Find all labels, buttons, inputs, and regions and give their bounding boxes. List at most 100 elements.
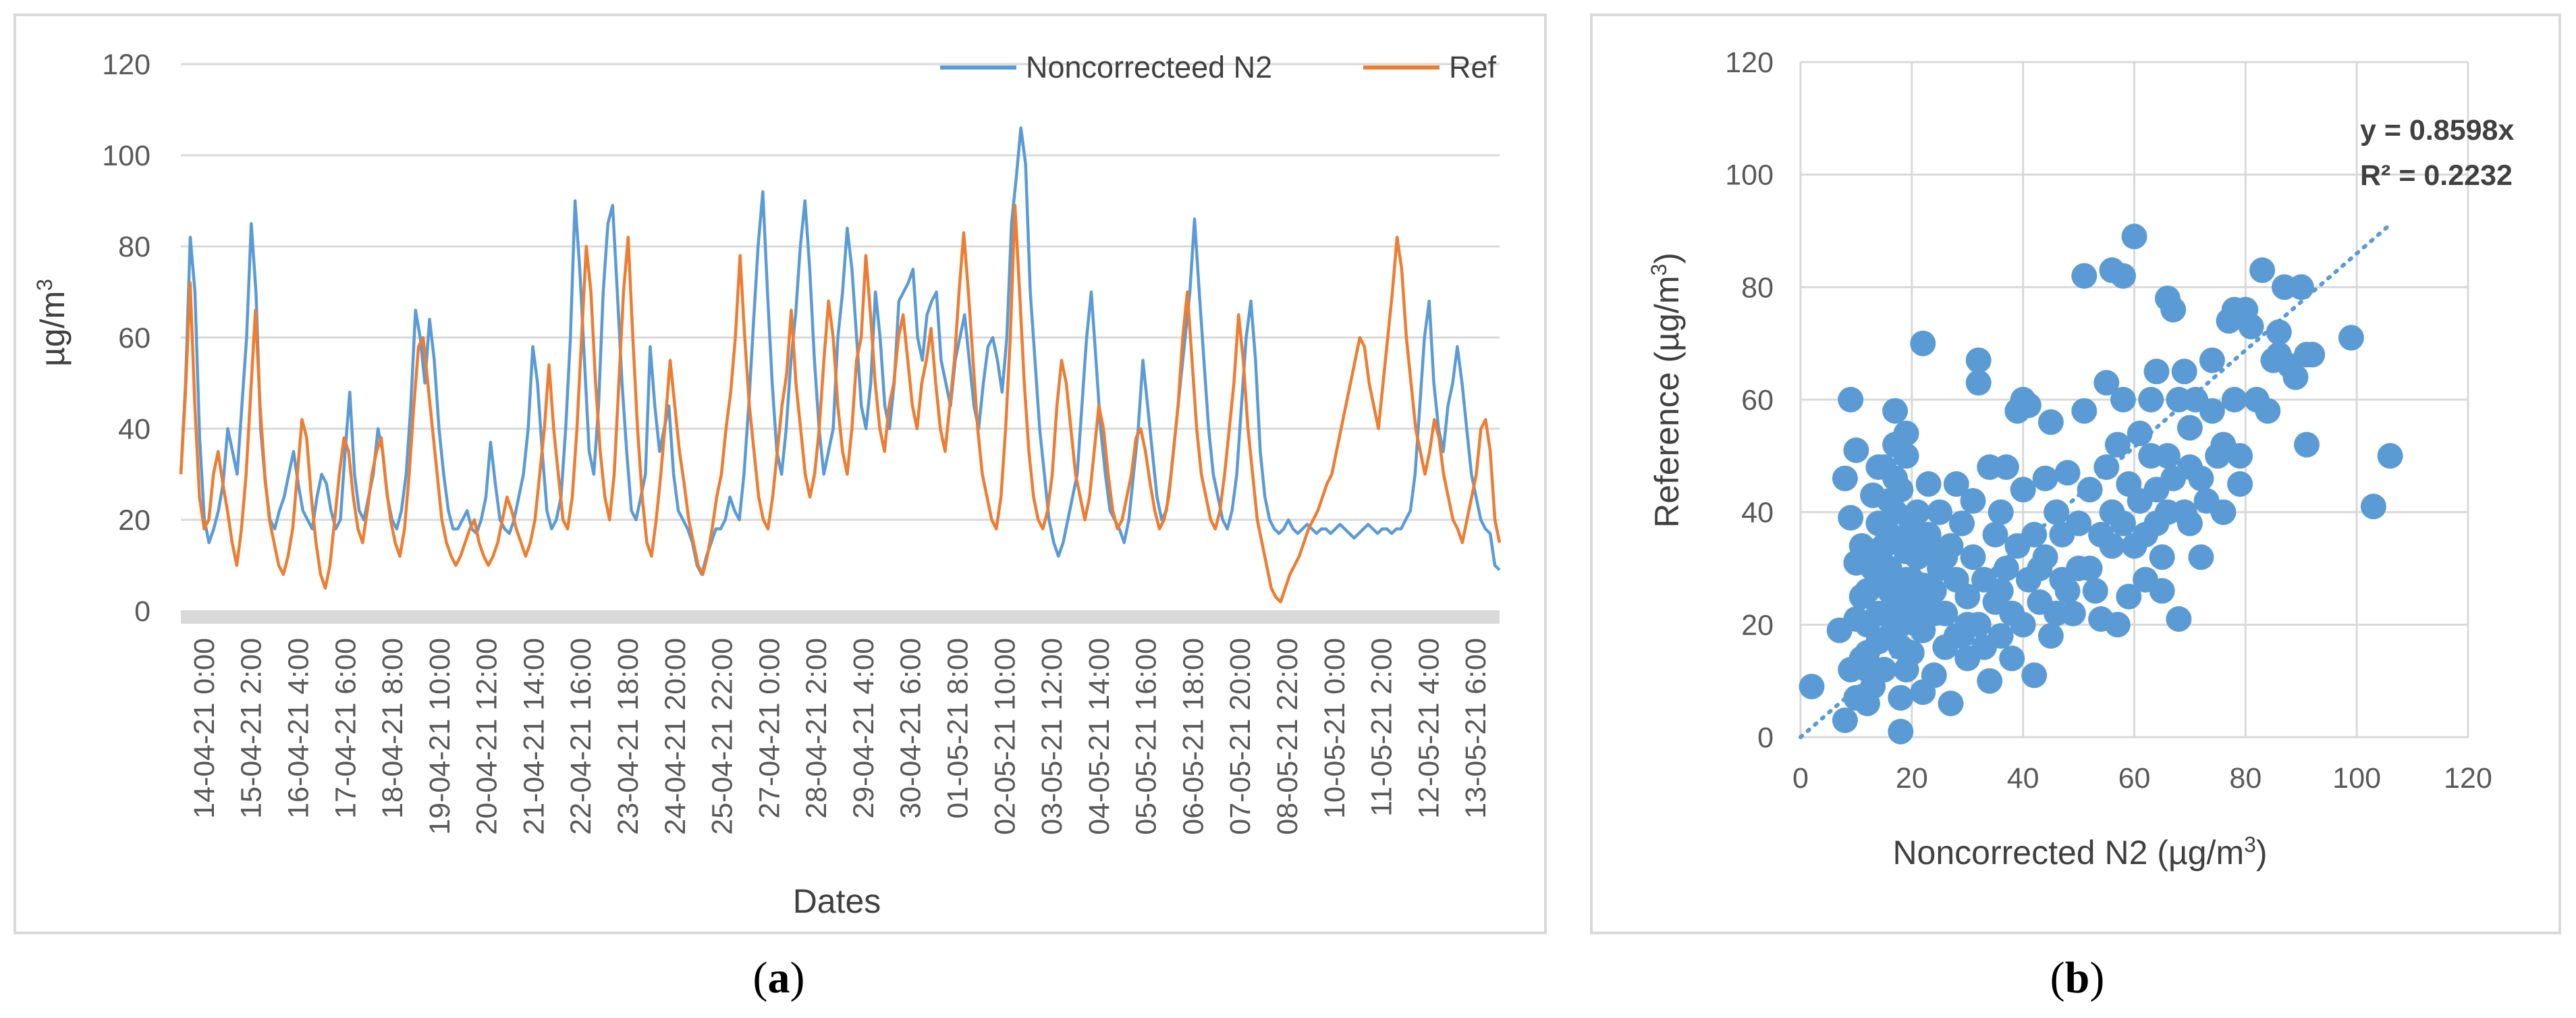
chart-b-y-tick-label: 40 (1741, 497, 1774, 529)
chart-b-point (1888, 718, 1914, 745)
chart-b-trend-equation: y = 0.8598x (2360, 114, 2514, 146)
chart-a-y-tick-label: 20 (118, 504, 150, 537)
chart-b-point (1904, 499, 1931, 525)
chart-b-point (2037, 409, 2064, 435)
chart-b-point (2110, 263, 2136, 289)
chart-b-point (1977, 668, 2003, 694)
chart-b-point (1865, 628, 1892, 655)
chart-b-point (1882, 398, 1909, 424)
chart-b-point (1960, 488, 1986, 514)
chart-b-point (2054, 578, 2081, 604)
chart-b-point (2360, 493, 2386, 520)
chart-b-point (1993, 454, 2019, 480)
chart-a-x-tick-label: 14-04-21 0:00 (188, 638, 221, 819)
chart-b-point (1832, 465, 1858, 491)
chart-b-point (2104, 431, 2131, 458)
chart-a-x-tick-label: 16-04-21 4:00 (283, 638, 315, 819)
chart-a-x-tick-label: 20-04-21 12:00 (471, 638, 503, 835)
chart-b-point (2255, 398, 2281, 424)
chart-a-x-tick-label: 28-04-21 2:00 (800, 638, 833, 819)
chart-b-point (1860, 482, 1886, 508)
chart-a-x-ticks: 14-04-21 0:00 15-04-21 2:00 16-04-21 4:00 1… (188, 638, 1492, 835)
chart-b-point (1965, 347, 1992, 373)
chart-b-x-tick-label: 100 (2332, 762, 2381, 795)
chart-b-x-tick-label: 0 (1792, 762, 1809, 795)
chart-b-x-tick-label: 40 (2007, 762, 2039, 795)
chart-b-x-tick-label: 20 (1896, 762, 1928, 795)
chart-a-x-tick-label: 24-04-21 20:00 (659, 638, 692, 835)
chart-b-x-tick-label: 60 (2118, 762, 2151, 795)
chart-a-series-line-noncorrected (179, 126, 1501, 577)
chart-b-point (1893, 421, 1919, 446)
chart-a-y-tick-label: 120 (102, 49, 150, 81)
chart-b-y-axis-label: Reference (µg/m3) (1647, 252, 1686, 528)
chart-a-series (179, 126, 1502, 604)
chart-a-x-tick-label: 06-05-21 18:00 (1177, 638, 1209, 835)
chart-a-x-tick-label: 02-05-21 10:00 (989, 638, 1021, 835)
chart-b-point (2110, 387, 2136, 412)
chart-b-point (2149, 578, 2175, 604)
chart-b-point (1960, 544, 1986, 570)
chart-b-point (2110, 510, 2136, 537)
chart-b-point (1799, 674, 1825, 699)
chart-b-y-tick-label: 20 (1741, 609, 1774, 641)
chart-a-x-tick-label: 30-04-21 6:00 (895, 638, 927, 819)
chart-b-point (2104, 612, 2131, 638)
chart-b-point (2377, 443, 2403, 469)
chart-b-x-axis-label: Noncorrected N2 (µg/m3) (1892, 832, 2267, 872)
chart-b-point (1848, 533, 1875, 559)
chart-a-series-line-ref (179, 204, 1502, 604)
chart-b-point (2021, 662, 2048, 689)
chart-b-point (1860, 556, 1886, 581)
chart-b-point (1893, 443, 1919, 469)
caption-b: (b) (2050, 953, 2105, 1002)
chart-b-point (2199, 398, 2225, 424)
chart-a-y-tick-label: 40 (118, 413, 150, 446)
chart-a-y-tick-label: 0 (134, 595, 150, 628)
chart-b: 0 20 40 60 80 100 120 0 20 40 60 80 100 120 y = 0.85… (1647, 47, 2514, 872)
chart-b-point (1971, 634, 1997, 660)
chart-b-trendline (1799, 222, 2392, 739)
chart-b-point (1938, 691, 1964, 716)
chart-b-point (2027, 556, 2053, 581)
chart-a-x-tick-label: 12-05-21 4:00 (1413, 638, 1445, 819)
chart-b-point (1832, 707, 1858, 733)
legend-label-ref: Ref (1449, 50, 1497, 84)
chart-a-x-tick-label: 25-04-21 22:00 (707, 638, 739, 835)
chart-b-point (2093, 370, 2120, 396)
chart-b-point (2010, 477, 2036, 503)
chart-a-x-tick-label: 17-04-21 6:00 (329, 638, 362, 819)
chart-b-point (1910, 330, 1936, 356)
chart-b-point (2249, 257, 2276, 284)
chart-b-point (1943, 471, 1969, 497)
chart-a-x-tick-label: 15-04-21 2:00 (236, 638, 268, 819)
chart-b-point (2143, 358, 2170, 385)
chart-b-point (2282, 364, 2309, 390)
chart-a-x-tick-label: 13-05-21 6:00 (1460, 638, 1492, 819)
chart-b-point (2338, 325, 2364, 351)
chart-b-point (1888, 685, 1914, 711)
chart-b-x-ticks: 0 20 40 60 80 100 120 (1792, 762, 2492, 795)
chart-b-point (1882, 465, 1909, 491)
chart-b-point (1838, 387, 1864, 412)
chart-b-y-ticks: 0 20 40 60 80 100 120 (1725, 47, 1774, 754)
chart-b-point (1988, 499, 2014, 525)
chart-b-point (2154, 499, 2181, 525)
chart-a-x-tick-label: 08-05-21 22:00 (1271, 638, 1304, 835)
chart-a-x-tick-label: 01-05-21 8:00 (942, 638, 975, 819)
chart-b-point (1982, 522, 2008, 547)
chart-a-x-tick-label: 27-04-21 0:00 (753, 638, 786, 819)
chart-b-point (2099, 533, 2125, 559)
chart-b-point (2044, 600, 2070, 626)
chart-b-point (1843, 606, 1869, 632)
chart-b-point (1999, 645, 2025, 672)
chart-b-x-tick-label: 120 (2444, 762, 2492, 795)
legend-label-noncorrected: Noncorrecteed N2 (1026, 50, 1272, 84)
chart-b-point (1993, 556, 2019, 581)
chart-b-point (1921, 662, 1947, 689)
chart-a-y-ticks: 0 20 40 60 80 100 120 (102, 49, 150, 628)
chart-b-point (2227, 471, 2253, 497)
chart-b-point (2210, 499, 2237, 525)
chart-a-x-tick-label: 18-04-21 8:00 (377, 638, 409, 819)
chart-b-point (1949, 510, 1975, 537)
